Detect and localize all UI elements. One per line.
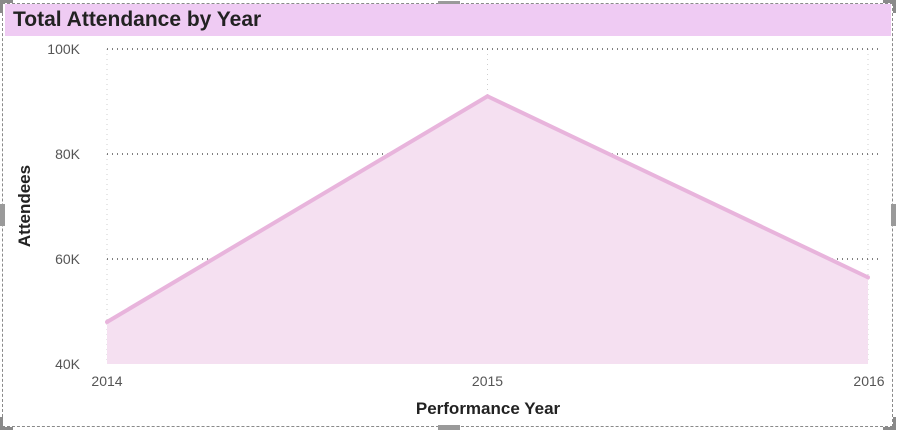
y-axis-title: Attendees xyxy=(15,165,34,247)
data-point[interactable] xyxy=(105,320,109,324)
y-tick-label: 60K xyxy=(55,251,81,267)
x-tick-label: 2015 xyxy=(472,373,503,389)
tick-layer: 40K 60K 80K 100K 2014 2015 2016 xyxy=(47,41,884,389)
resize-corner-bottom-left[interactable] xyxy=(0,417,13,430)
resize-corner-top-right[interactable] xyxy=(883,0,896,13)
resize-handle-left[interactable] xyxy=(0,204,5,226)
data-point[interactable] xyxy=(485,94,490,99)
data-point[interactable] xyxy=(866,275,870,280)
x-axis-title: Performance Year xyxy=(416,399,561,418)
chart-title: Total Attendance by Year xyxy=(13,8,262,31)
x-tick-label: 2014 xyxy=(91,373,122,389)
chart-title-bar: Total Attendance by Year xyxy=(5,4,891,36)
resize-corner-bottom-right[interactable] xyxy=(883,417,896,430)
y-tick-label: 80K xyxy=(55,146,81,162)
area-fill xyxy=(107,96,868,364)
x-tick-label: 2016 xyxy=(853,373,884,389)
resize-handle-bottom[interactable] xyxy=(438,425,460,430)
resize-handle-top[interactable] xyxy=(438,1,460,5)
area-layer xyxy=(105,94,870,364)
y-tick-label: 40K xyxy=(55,356,81,372)
resize-corner-top-left[interactable] xyxy=(0,0,13,13)
y-tick-label: 100K xyxy=(47,41,80,57)
resize-handle-right[interactable] xyxy=(891,204,896,226)
